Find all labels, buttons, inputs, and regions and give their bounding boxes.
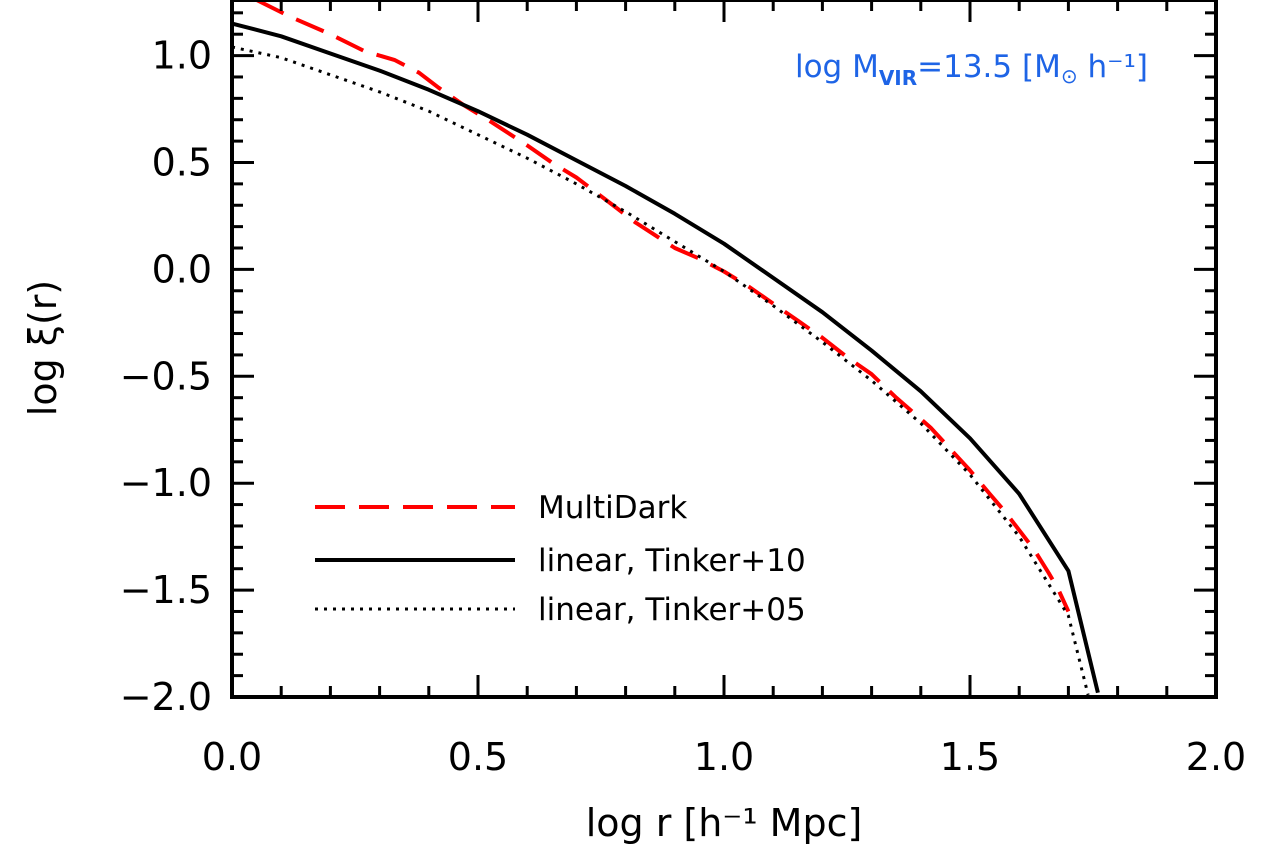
annotation-subscript: VIR [879,66,917,90]
x-tick-label: 1.0 [694,735,754,779]
plot-background [232,0,1216,697]
legend-label-multidark: MultiDark [538,490,687,526]
annotation-mass-label: log MVIR=13.5 [M⊙ h⁻¹] [795,49,1148,90]
y-tick-label: −1.0 [120,461,212,505]
annotation-value: =13.5 [M [917,49,1061,85]
series-line-2 [232,45,1090,696]
legend: MultiDark linear, Tinker+10 linear, Tink… [315,490,806,628]
sun-symbol-icon: ⊙ [1061,64,1078,88]
y-axis-label: log ξ(r) [21,280,65,416]
y-tick-label: −0.5 [120,354,212,398]
y-tick-label: −2.0 [120,675,212,719]
series-line-0 [255,0,1071,613]
series-layer [232,0,1100,696]
series-line-1 [232,21,1100,694]
annotation-suffix: h⁻¹] [1078,49,1148,85]
y-tick-label: 0.0 [152,247,212,291]
y-tick-label: −1.5 [120,568,212,612]
plot-frame [230,0,1218,699]
y-tick-label: 1.0 [152,34,212,78]
legend-label-tinker10: linear, Tinker+10 [538,543,806,579]
x-tick-label: 0.5 [448,735,508,779]
x-axis-label: log r [h⁻¹ Mpc] [586,801,863,845]
legend-label-tinker05: linear, Tinker+05 [538,592,806,628]
y-tick-label: 0.5 [152,140,212,184]
x-tick-label: 0.0 [202,735,262,779]
x-tick-label: 2.0 [1186,735,1246,779]
x-tick-label: 1.5 [940,735,1000,779]
annotation-prefix: log M [795,49,879,85]
